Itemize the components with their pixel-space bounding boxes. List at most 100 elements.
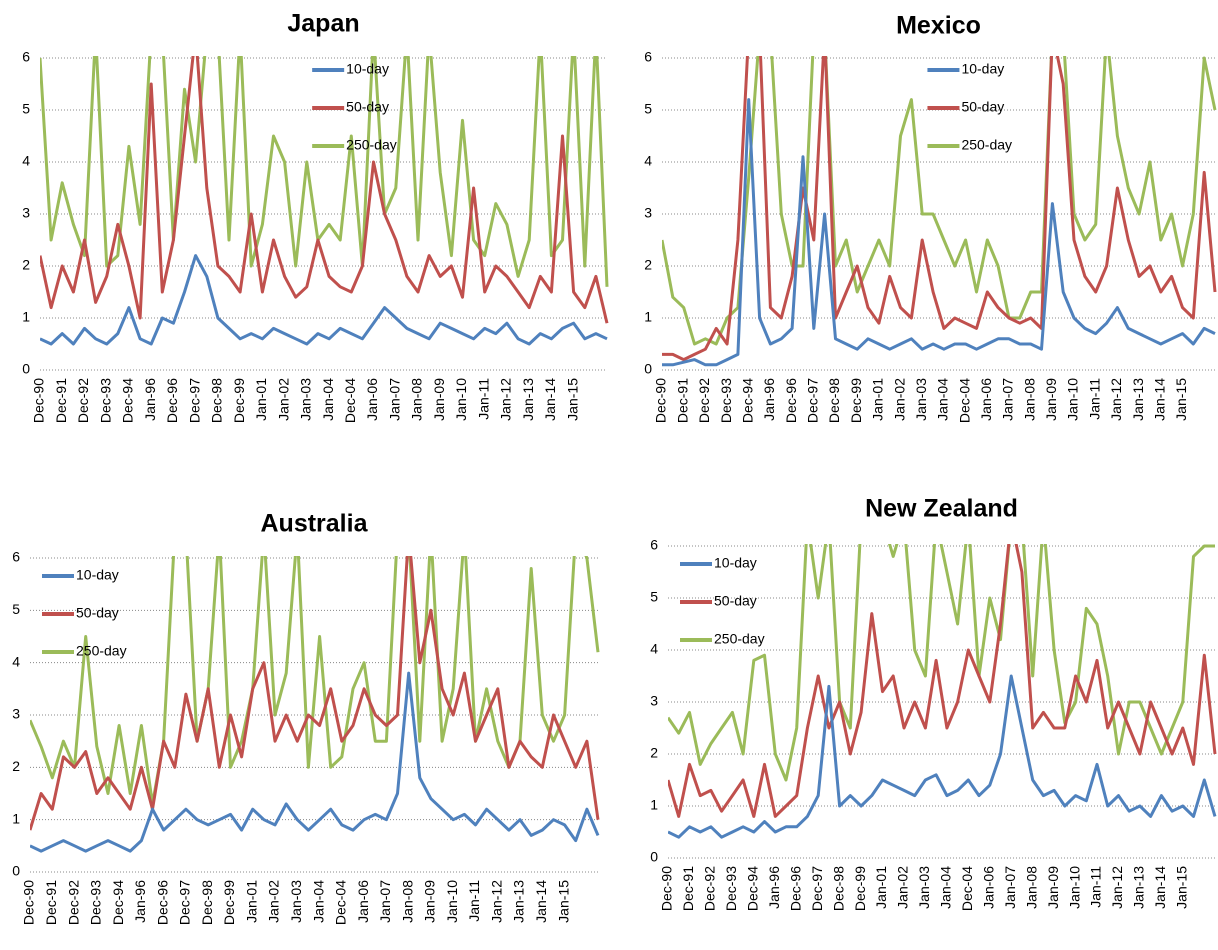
x-tick-label: Jan-06 (978, 378, 994, 421)
x-tick-label: Jan-02 (266, 880, 282, 923)
x-tick-label: Jan-08 (409, 378, 425, 421)
x-tick-label: Jan-15 (555, 880, 571, 923)
data-line (30, 556, 600, 806)
y-tick-label: 4 (650, 641, 658, 657)
x-tick-label: Jan-12 (1108, 378, 1124, 421)
x-tick-label: Jan-15 (1173, 378, 1189, 421)
x-tick-label: Jan-06 (364, 378, 380, 421)
legend-label: 50-day (714, 593, 757, 609)
x-tick-label: Jan-07 (1000, 378, 1016, 421)
y-tick-label: 4 (22, 153, 30, 169)
plot-area (668, 544, 1217, 839)
x-tick-label: Jan-10 (453, 378, 469, 421)
y-tick-label: 2 (12, 758, 20, 774)
y-tick-label: 2 (644, 257, 652, 273)
x-tick-label: Dec-92 (75, 378, 91, 423)
x-tick-label: Dec-04 (959, 866, 975, 911)
x-tick-label: Dec-96 (164, 378, 180, 423)
x-tick-label: Dec-92 (696, 378, 712, 423)
x-tick-label: Jan-02 (275, 378, 291, 421)
data-line (40, 254, 608, 346)
x-tick-label: Dec-97 (177, 880, 193, 925)
x-tick-label: Dec-94 (739, 378, 755, 423)
x-tick-label: Jan-08 (1023, 866, 1039, 909)
chart-title: New Zealand (865, 495, 1018, 523)
x-tick-label: Dec-90 (659, 866, 675, 911)
x-tick-label: Jan-96 (142, 378, 158, 421)
x-tick-label: Jan-03 (913, 378, 929, 421)
x-tick-label: Jan-02 (891, 378, 907, 421)
x-tick-label: Dec-97 (809, 866, 825, 911)
x-tick-label: Jan-01 (873, 866, 889, 909)
y-tick-label: 3 (22, 205, 30, 221)
x-tick-label: Dec-90 (31, 378, 47, 423)
chart-title: Mexico (896, 12, 981, 40)
x-tick-label: Dec-98 (199, 880, 215, 925)
x-tick-label: Dec-91 (680, 866, 696, 911)
data-line (668, 544, 1215, 782)
x-tick-label: Jan-11 (475, 378, 491, 420)
x-tick-label: Dec-93 (88, 880, 104, 925)
x-tick-label: Jan-13 (511, 880, 527, 923)
x-tick-label: Dec-90 (653, 378, 669, 423)
y-tick-label: 2 (22, 257, 30, 273)
data-line (668, 674, 1217, 839)
x-tick-label: Jan-04 (938, 866, 954, 909)
x-tick-label: Dec-99 (221, 880, 237, 925)
x-tick-label: Jan-10 (1065, 378, 1081, 421)
x-tick-label: Dec-92 (65, 880, 81, 925)
chart-title: Australia (261, 510, 369, 538)
x-tick-label: Dec-96 (783, 378, 799, 423)
x-tick-label: Jan-03 (298, 378, 314, 421)
x-tick-label: Dec-92 (702, 866, 718, 911)
data-line (662, 98, 1216, 367)
x-tick-label: Jan-08 (1021, 378, 1037, 421)
legend-label: 50-day (346, 99, 389, 115)
y-tick-label: 0 (12, 863, 20, 879)
x-tick-label: Dec-04 (333, 880, 349, 925)
x-tick-label: Jan-07 (386, 378, 402, 421)
x-tick-label: Jan-03 (288, 880, 304, 923)
data-line (668, 544, 1217, 818)
x-tick-label: Dec-91 (674, 378, 690, 423)
y-tick-label: 0 (650, 849, 658, 865)
x-tick-label: Dec-98 (209, 378, 225, 423)
chart-panel: New Zealand 0 1 2 3 4 5 6 Dec-90 Dec-91 Dec-92 Dec-… (650, 495, 1217, 911)
x-tick-label: Dec-97 (805, 378, 821, 423)
x-tick-label: Dec-91 (53, 378, 69, 423)
x-tick-label: Dec-04 (342, 378, 358, 423)
x-tick-label: Jan-96 (132, 880, 148, 923)
y-tick-label: 4 (12, 653, 20, 669)
x-tick-label: Jan-15 (1174, 866, 1190, 909)
x-tick-label: Jan-07 (377, 880, 393, 923)
y-tick-label: 6 (644, 49, 652, 65)
x-tick-label: Dec-98 (830, 866, 846, 911)
x-tick-label: Jan-12 (488, 880, 504, 923)
data-line (662, 56, 1217, 362)
y-tick-label: 6 (12, 549, 20, 565)
x-tick-label: Dec-04 (956, 378, 972, 423)
x-tick-label: Jan-04 (320, 378, 336, 421)
x-tick-label: Jan-07 (1002, 866, 1018, 909)
plot-area (30, 556, 600, 853)
x-tick-label: Jan-14 (1151, 378, 1167, 421)
x-tick-label: Jan-11 (1088, 866, 1104, 908)
x-tick-label: Jan-11 (1086, 378, 1102, 420)
x-tick-label: Jan-04 (310, 880, 326, 923)
y-tick-label: 3 (12, 706, 20, 722)
x-tick-label: Jan-13 (520, 378, 536, 421)
x-tick-label: Jan-08 (399, 880, 415, 923)
x-tick-label: Dec-94 (120, 378, 136, 423)
x-tick-label: Dec-93 (97, 378, 113, 423)
x-tick-label: Jan-15 (564, 378, 580, 421)
x-tick-label: Jan-10 (1066, 866, 1082, 909)
y-tick-label: 1 (12, 810, 20, 826)
x-tick-label: Dec-99 (848, 378, 864, 423)
x-tick-label: Jan-96 (766, 866, 782, 909)
y-tick-label: 5 (650, 589, 658, 605)
x-tick-label: Jan-14 (533, 880, 549, 923)
legend-label: 250-day (346, 137, 397, 153)
data-line (40, 56, 609, 287)
chart-panel: Japan 0 1 2 3 4 5 6 Dec-90 Dec-91 Dec-92 Dec-93 Dec-… (22, 10, 609, 423)
x-tick-label: Jan-04 (935, 378, 951, 421)
